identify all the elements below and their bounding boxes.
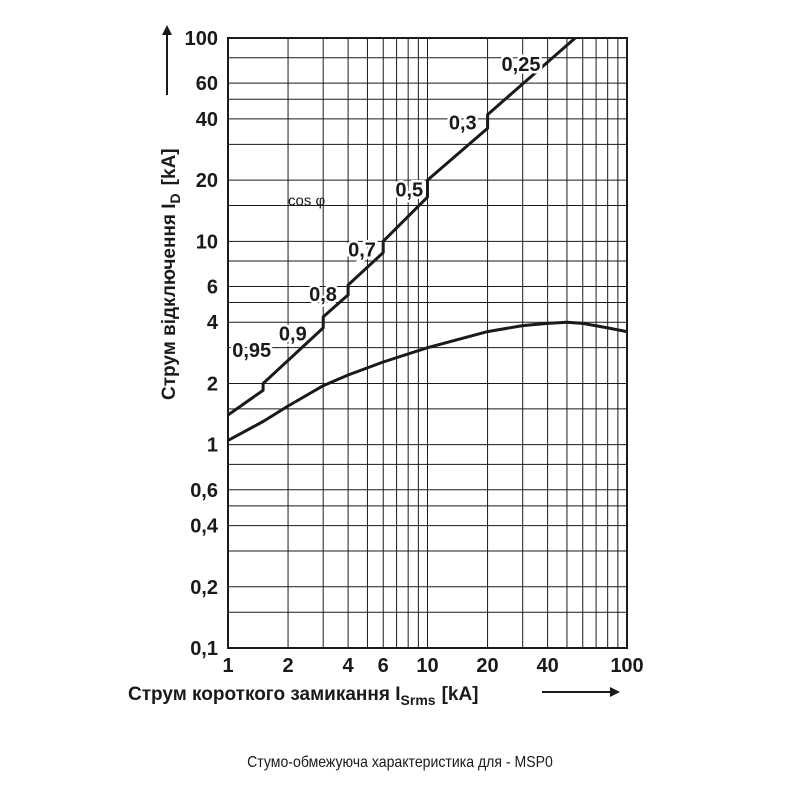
grid <box>227 37 628 649</box>
x-tick-label: 20 <box>476 655 498 677</box>
x-tick-label: 1 <box>222 655 233 677</box>
y-axis-title-unit: [kA] <box>159 148 180 185</box>
y-tick-label: 0,4 <box>190 516 219 538</box>
series-line-peak <box>228 38 577 417</box>
y-tick-label: 2 <box>207 373 218 395</box>
cos-phi-value-label: 0,8 <box>309 284 337 306</box>
y-axis-title-sub: D <box>167 193 183 203</box>
cos-phi-value-label: 0,95 <box>232 340 271 362</box>
x-tick-label: 100 <box>610 655 643 677</box>
y-tick-label: 0,2 <box>190 577 218 599</box>
cos-phi-value-label: 0,9 <box>279 324 307 346</box>
x-tick-label: 40 <box>536 655 558 677</box>
y-tick-label: 6 <box>207 276 218 298</box>
cos-phi-label: cos φ <box>288 193 326 210</box>
y-axis-title: Струм відключення ID [kA] <box>159 148 183 400</box>
y-tick-label: 40 <box>196 109 218 131</box>
cos-phi-value-label: 0,7 <box>348 240 376 262</box>
y-tick-label: 0,6 <box>190 480 218 502</box>
y-tick-label: 10 <box>196 231 218 253</box>
y-tick-label: 0,1 <box>190 638 218 660</box>
y-tick-label: 4 <box>207 312 219 334</box>
x-tick-label: 2 <box>282 655 293 677</box>
x-tick-label: 4 <box>343 655 355 677</box>
y-tick-label: 60 <box>196 73 218 95</box>
x-axis-title-sub: Srms <box>401 692 436 708</box>
x-tick-labels: 1 2 4 6 10 20 40 100 <box>222 655 643 677</box>
y-tick-label: 1 <box>207 435 218 457</box>
y-tick-labels: 0,1 0,2 0,4 0,6 1 2 4 6 10 20 40 60 100 <box>185 28 219 660</box>
x-axis-title-main: Струм короткого замикання I <box>128 684 401 705</box>
x-axis-title-unit: [kA] <box>442 684 479 705</box>
x-tick-label: 6 <box>378 655 389 677</box>
cos-phi-value-label: 0,25 <box>502 54 541 76</box>
y-tick-label: 20 <box>196 170 218 192</box>
plot-frame <box>227 37 628 649</box>
series-line-limited <box>228 320 627 442</box>
y-axis-title-main: Струм відключення I <box>159 203 180 400</box>
x-axis-title: Струм короткого замикання ISrms [kA] <box>128 684 479 708</box>
figure-caption: Стумо-обмежуюча характеристика для - MSP… <box>247 754 553 771</box>
cos-phi-labels: 0,95 0,90,8 0,7 0,5 0,3 0,25 <box>230 51 543 364</box>
cos-phi-value-label: 0,5 <box>395 180 423 202</box>
y-tick-label: 100 <box>185 28 218 50</box>
curves <box>228 38 627 442</box>
cos-phi-value-label: 0,3 <box>449 112 477 134</box>
x-tick-label: 10 <box>416 655 438 677</box>
